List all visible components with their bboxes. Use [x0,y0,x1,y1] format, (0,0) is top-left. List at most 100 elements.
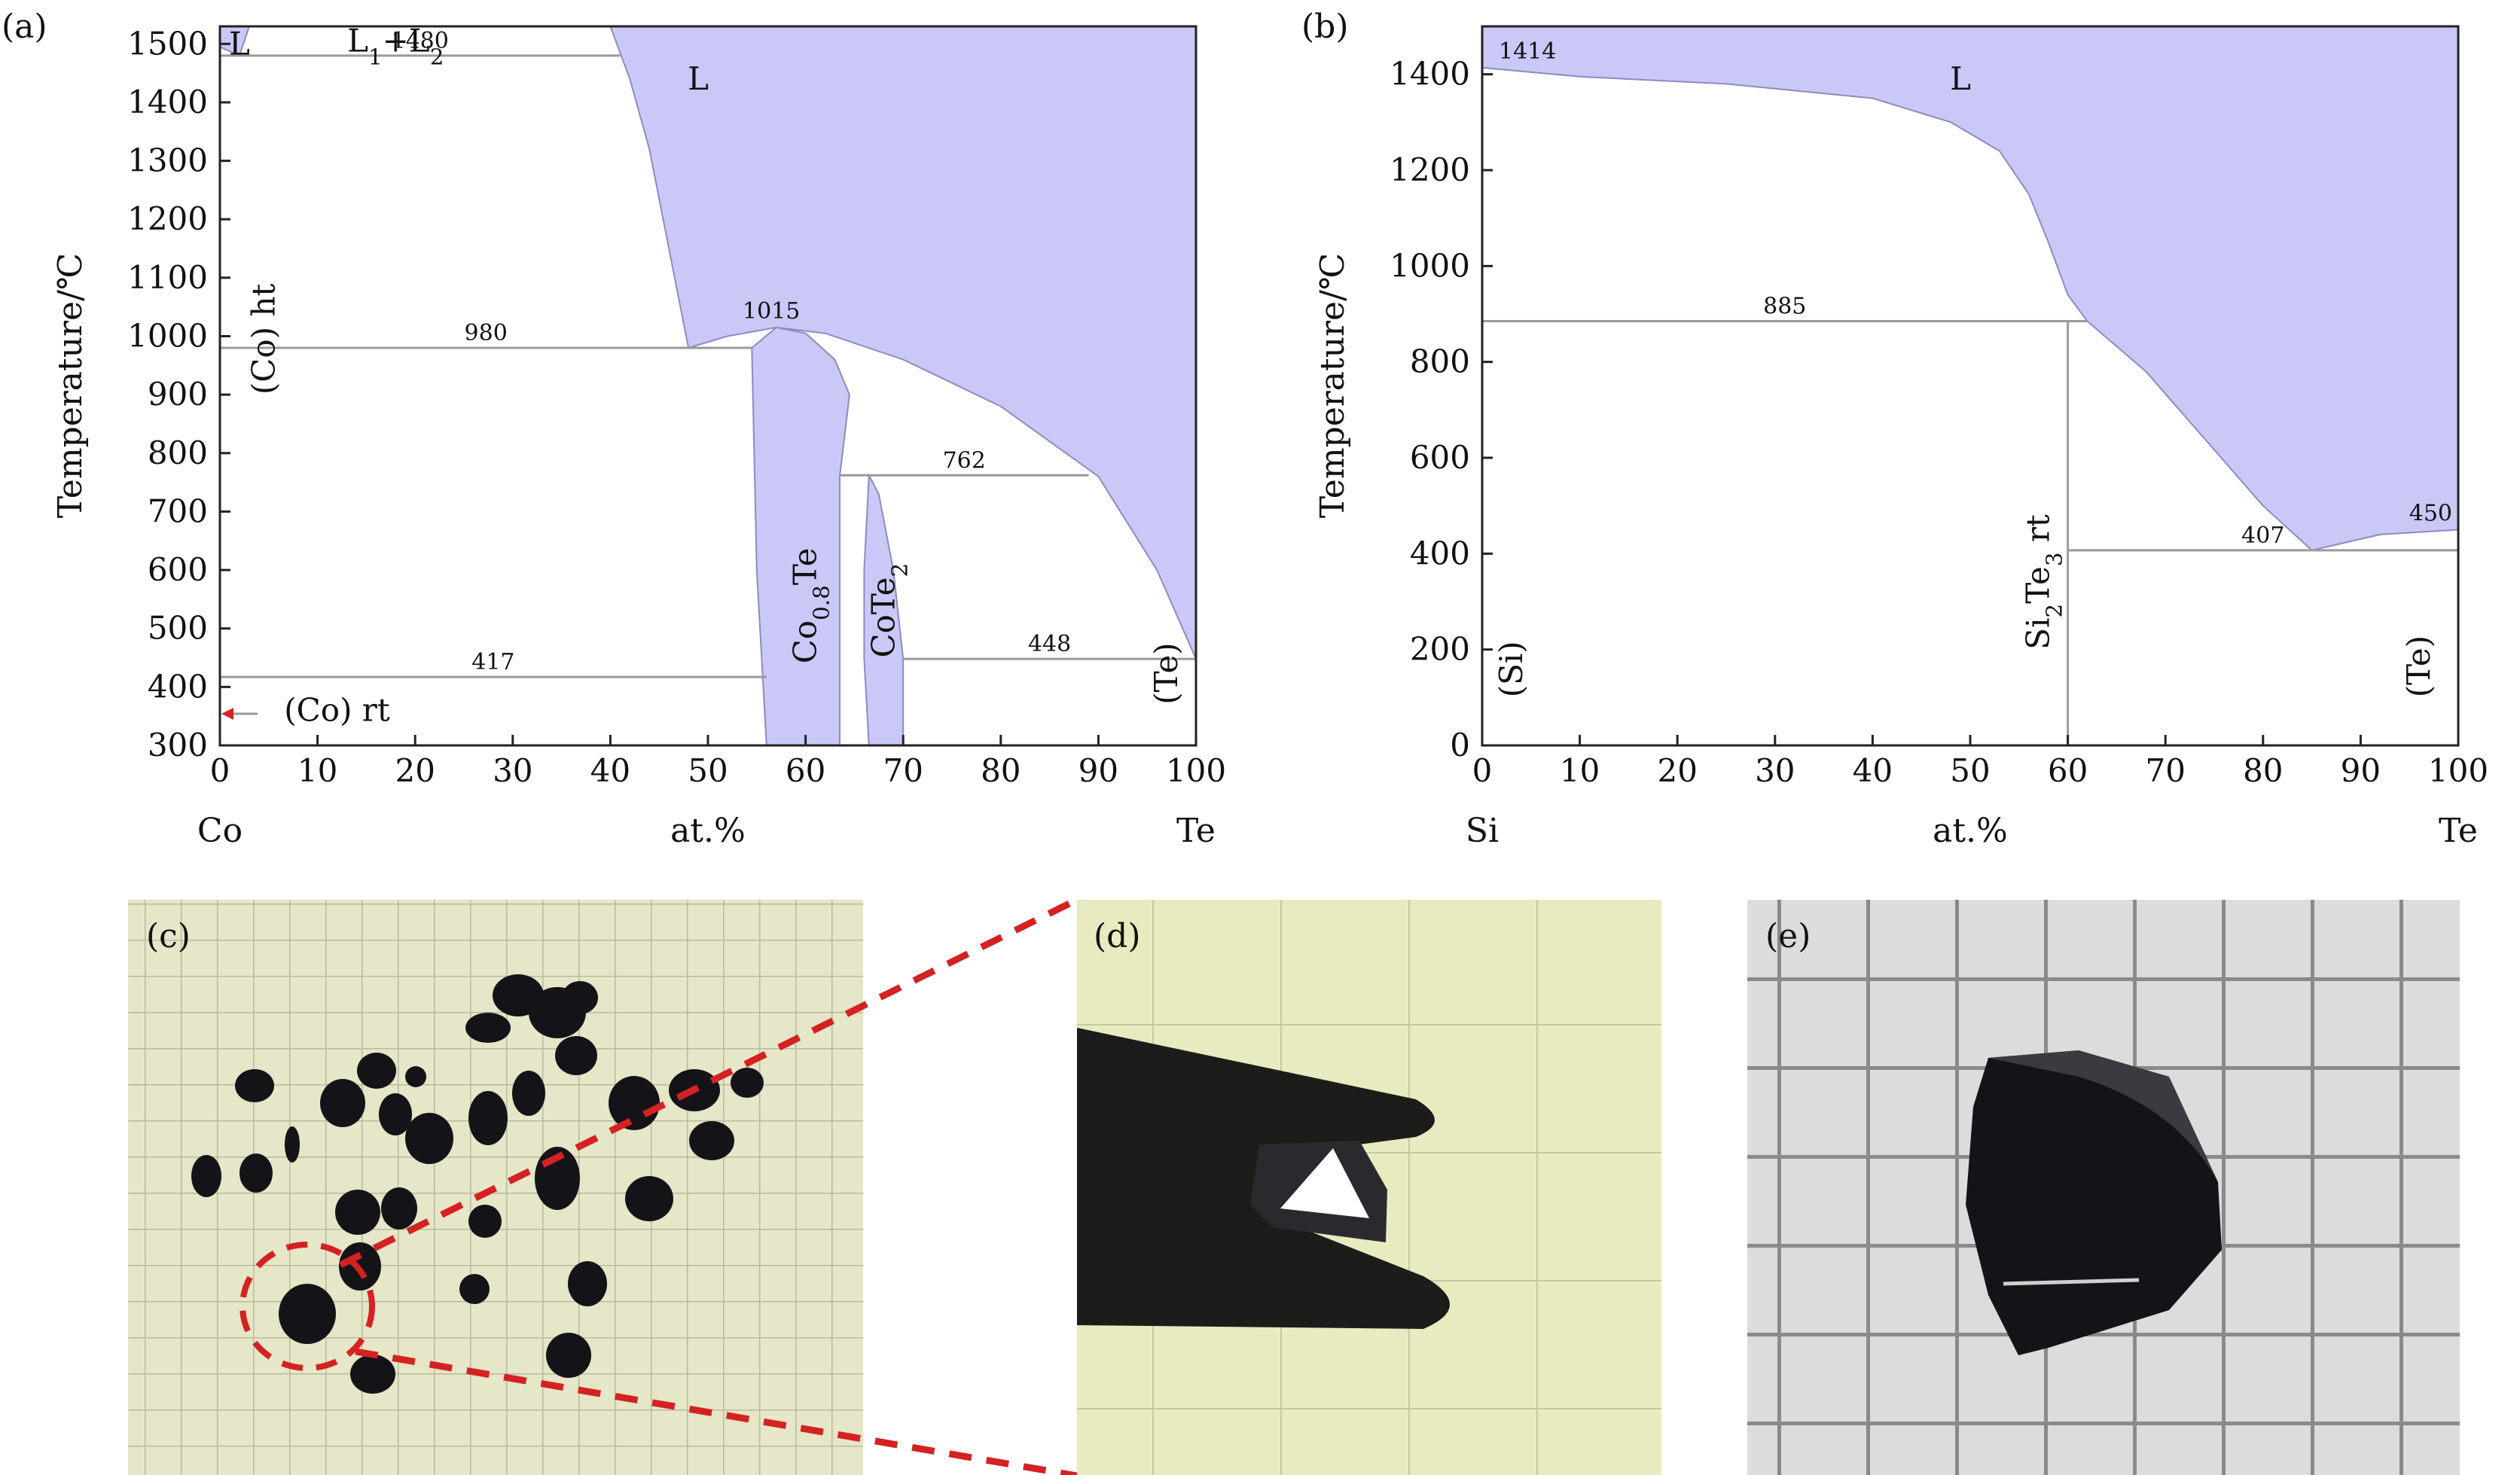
x-tick-label: 30 [493,752,532,789]
y-tick-label: 1200 [1390,151,1470,188]
phase-region-label: L1+L2 [347,22,444,69]
y-tick-label: 900 [148,376,208,413]
photo-crystals: (c) [128,900,863,1475]
y-axis-label: Temperature/℃ [1313,253,1352,518]
y-tick-label: 600 [148,551,208,588]
x-tick-label: 60 [2048,752,2088,789]
y-tick-label: 1400 [1390,56,1470,93]
phase-region-label: (Co) rt [284,691,390,728]
phase-labels: L (Si) Si2Te3 rt (Te) [1493,60,2437,697]
phase-region-label: (Te) [1148,642,1185,704]
y-tick-label: 800 [148,434,208,471]
y-tick-label: 300 [148,727,208,763]
isotherm-label: 448 [1028,631,1071,657]
phase-diagram-co-te: 1480 980 417 762 448 1015 0 10 20 30 40 50 60 70 80 90… [2,8,1226,850]
x-tick-label: 50 [1950,752,1990,789]
y-tick-label: 1300 [127,142,208,179]
y-tick-label: 600 [1410,439,1470,476]
phase-region-label: Co0.8Te [787,548,834,664]
phase-region-label: Si2Te3 rt [2020,514,2067,650]
x-left-element: Si [1466,812,1499,850]
photo-tweezers: (d) [1077,900,1661,1475]
isotherm-label: 980 [465,320,508,346]
y-tick-label: 1200 [127,200,208,237]
y-tick-label: 800 [1410,343,1470,380]
y-axis-label: Temperature/℃ [51,253,90,518]
x-tick-label: 90 [2341,752,2381,789]
panel-label: (c) [146,917,191,955]
x-tick-label: 10 [297,752,337,789]
y-tick-label: 200 [1410,631,1470,668]
x-tick-label: 50 [688,752,728,789]
x-tick-label: 90 [1078,752,1118,789]
crystal-grains [191,974,764,1394]
x-left-element: Co [197,812,243,850]
co-rt-arrow-icon [221,708,258,720]
phase-lines: 1480 980 417 762 448 1015 [220,28,1196,678]
isotherm-label: 762 [943,447,986,474]
x-tick-label: 70 [883,752,923,789]
x-tick-label: 100 [1166,752,1226,789]
x-tick-label: 80 [981,752,1021,789]
point-label: 1414 [1499,38,1556,65]
y-tick-label: 1000 [127,318,208,355]
y-tick-label: 500 [148,610,208,647]
isotherm-label: 407 [2241,523,2284,549]
isotherm-label: 1480 [392,28,449,54]
panel-label: (b) [1301,8,1349,46]
y-tick-label: 1400 [127,84,208,120]
phase-lines: 885 407 1414 450 [1482,38,2458,745]
x-tick-label: 40 [1853,752,1893,789]
phase-region-label: L [1950,60,1971,97]
selection-circle [239,1242,375,1371]
crystal-icon [1966,1050,2222,1355]
x-tick-label: 40 [590,752,630,789]
liquid-region-1 [609,26,1197,660]
liquid-region-0 [1481,26,2459,551]
isotherm-label: 885 [1763,294,1806,320]
y-tick-label: 400 [148,668,208,705]
y-tick-label: 1100 [127,259,208,296]
phase-region-label: (Te) [2400,635,2437,697]
phase-region-label: CoTe2 [865,563,912,658]
y-tick-label: 0 [1450,727,1470,763]
x-tick-label: 0 [1472,752,1493,789]
x-tick-label: 0 [210,752,230,789]
isotherm-label: 417 [471,649,514,675]
x-tick-label: 10 [1560,752,1600,789]
point-label: 450 [2409,501,2452,527]
point-label: 1015 [743,298,800,325]
x-tick-label: 80 [2243,752,2283,789]
axis-ticks: 0 10 20 30 40 50 60 70 80 90 100020040060080010001… [1390,56,2488,789]
x-axis-label: at.% [670,812,746,850]
axis-ticks: 0 10 20 30 40 50 60 70 80 90 100 300 400 500 600 700 800… [127,25,1226,789]
liquid-regions [219,26,1197,746]
x-tick-label: 100 [2428,752,2488,789]
x-tick-label: 20 [1657,752,1697,789]
y-tick-label: 700 [148,492,208,529]
y-tick-label: 1000 [1390,247,1470,284]
photo-single-crystal: (e) [1747,900,2460,1475]
phase-labels: L L1+L2 L (Co) ht (Co) rt Co0.8Te CoTe2 (Te) [229,22,1185,728]
x-tick-label: 20 [395,752,435,789]
panel-label: (a) [2,8,47,46]
x-right-element: Te [1176,812,1216,850]
x-tick-label: 70 [2145,752,2185,789]
zoom-connector [339,896,1078,1475]
phase-region-label: L [688,60,709,97]
panel-label: (e) [1765,917,1811,955]
y-tick-label: 1500 [127,25,208,62]
x-tick-label: 60 [786,752,825,789]
phase-region-label: L [229,25,250,62]
x-right-element: Te [2439,812,2478,850]
x-axis-label: at.% [1933,812,2008,850]
panel-label: (d) [1094,917,1141,955]
liquid-region-2 [751,326,850,746]
x-tick-label: 30 [1755,752,1795,789]
liquid-regions [1481,26,2459,551]
phase-region-label: (Si) [1493,641,1530,697]
y-tick-label: 400 [1410,535,1470,571]
phase-region-label: (Co) ht [245,284,282,395]
